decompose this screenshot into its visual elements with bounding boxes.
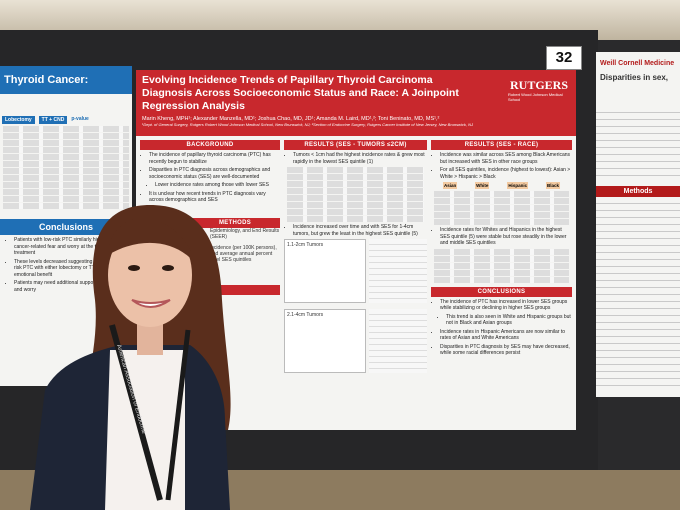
section-heading: BACKGROUND (140, 140, 280, 150)
left-conclusions-heading: Conclusions (0, 219, 132, 235)
table-header: Hispanic (507, 182, 529, 189)
poster-header: Evolving Incidence Trends of Papillary T… (136, 70, 576, 136)
column: RESULTS (SES - TUMORS ≤2CM) Tumors < 1cm… (284, 140, 427, 373)
bullet: The incidence of papillary thyroid carci… (149, 152, 280, 165)
logo-subtitle: Robert Wood Johnson Medical School (508, 92, 563, 102)
section-bar (220, 284, 280, 295)
table-header: Lobectomy (2, 116, 35, 124)
table-header: TT + CND (38, 116, 68, 124)
right-logo: Weill Cornell Medicine (600, 60, 675, 67)
lanyard (109, 324, 163, 501)
bullet: For all SES quintiles, incidence (highes… (440, 167, 572, 180)
board-number: 32 (546, 46, 582, 70)
line-chart: 2.1-4cm Tumors (284, 309, 366, 373)
section-heading: RESULTS (SES - RACE) (431, 140, 572, 150)
table-header: Asian (442, 182, 458, 189)
bullet: The incidence of PTC has increased in lo… (440, 299, 572, 312)
table-header: Black (546, 182, 561, 189)
table-header: White (475, 182, 490, 189)
bullet: This trend is also seen in White and His… (446, 314, 572, 327)
logo: RUTGERS (509, 78, 568, 92)
line-chart: 1.1-2cm Tumors (284, 239, 366, 303)
bullet: Incidence rates in Hispanic Americans ar… (440, 329, 572, 342)
table-header: p-value (71, 116, 89, 122)
poster-title: Evolving Incidence Trends of Papillary T… (142, 74, 459, 112)
methods-text: incidence (per 100K persons), (210, 244, 277, 251)
left-poster-title: Thyroid Cancer: (0, 66, 132, 94)
bullet: Patients with low-risk PTC similarly hig… (14, 237, 132, 257)
bangs (108, 218, 194, 262)
bullet: Incidence rates for Whites and Hispanics… (440, 227, 572, 247)
bullet: It is unclear how recent trends in PTC d… (149, 191, 280, 204)
bullet: Patients may need additional support to … (14, 280, 132, 293)
chart-label: 2.1-4cm Tumors (287, 312, 324, 318)
bullet: Tumors < 1cm had the highest incidence r… (293, 152, 427, 165)
column: RESULTS (SES - RACE) Incidence was simil… (431, 140, 572, 373)
section-heading: RESULTS (SES - TUMORS ≤2CM) (284, 140, 427, 150)
poster-affiliation: ¹Dept. of General Surgery, Rutgers Rober… (142, 122, 474, 127)
poster-authors: Marin Kheng, MPH¹; Alexander Manzella, M… (142, 116, 440, 122)
methods-text: level SES quintiles (210, 256, 252, 263)
column: BACKGROUND The incidence of papillary th… (140, 140, 280, 373)
poster-columns: BACKGROUND The incidence of papillary th… (136, 136, 576, 377)
methods-text: and average annual percent (210, 250, 273, 257)
bullet: Disparities in PTC diagnosis by SES may … (440, 344, 572, 357)
chart-label: 1.1-2cm Tumors (287, 242, 324, 248)
legend-table (369, 309, 427, 373)
bullet: Incidence was similar across SES among B… (440, 152, 572, 165)
bullet: Disparities in PTC diagnosis across demo… (149, 167, 280, 180)
bullet: These levels decreased suggesting that t… (14, 259, 132, 279)
bullet: Incidence increased over time and with S… (293, 224, 427, 237)
right-methods-heading: Methods (596, 186, 680, 197)
methods-text: Epidemiology, and End Results (SEER) (210, 227, 280, 240)
legend-table (369, 239, 427, 303)
section-heading: CONCLUSIONS (431, 286, 572, 297)
left-table-header: Lobectomy TT + CND p-value (2, 116, 130, 124)
bullet: Lower incidence rates among those with l… (155, 182, 280, 189)
white-top (105, 350, 185, 510)
face (108, 223, 192, 327)
right-title: Disparities in sex, (600, 73, 669, 82)
right-poster: Weill Cornell Medicine Disparities in se… (596, 52, 680, 397)
section-heading: METHODS (190, 217, 280, 228)
